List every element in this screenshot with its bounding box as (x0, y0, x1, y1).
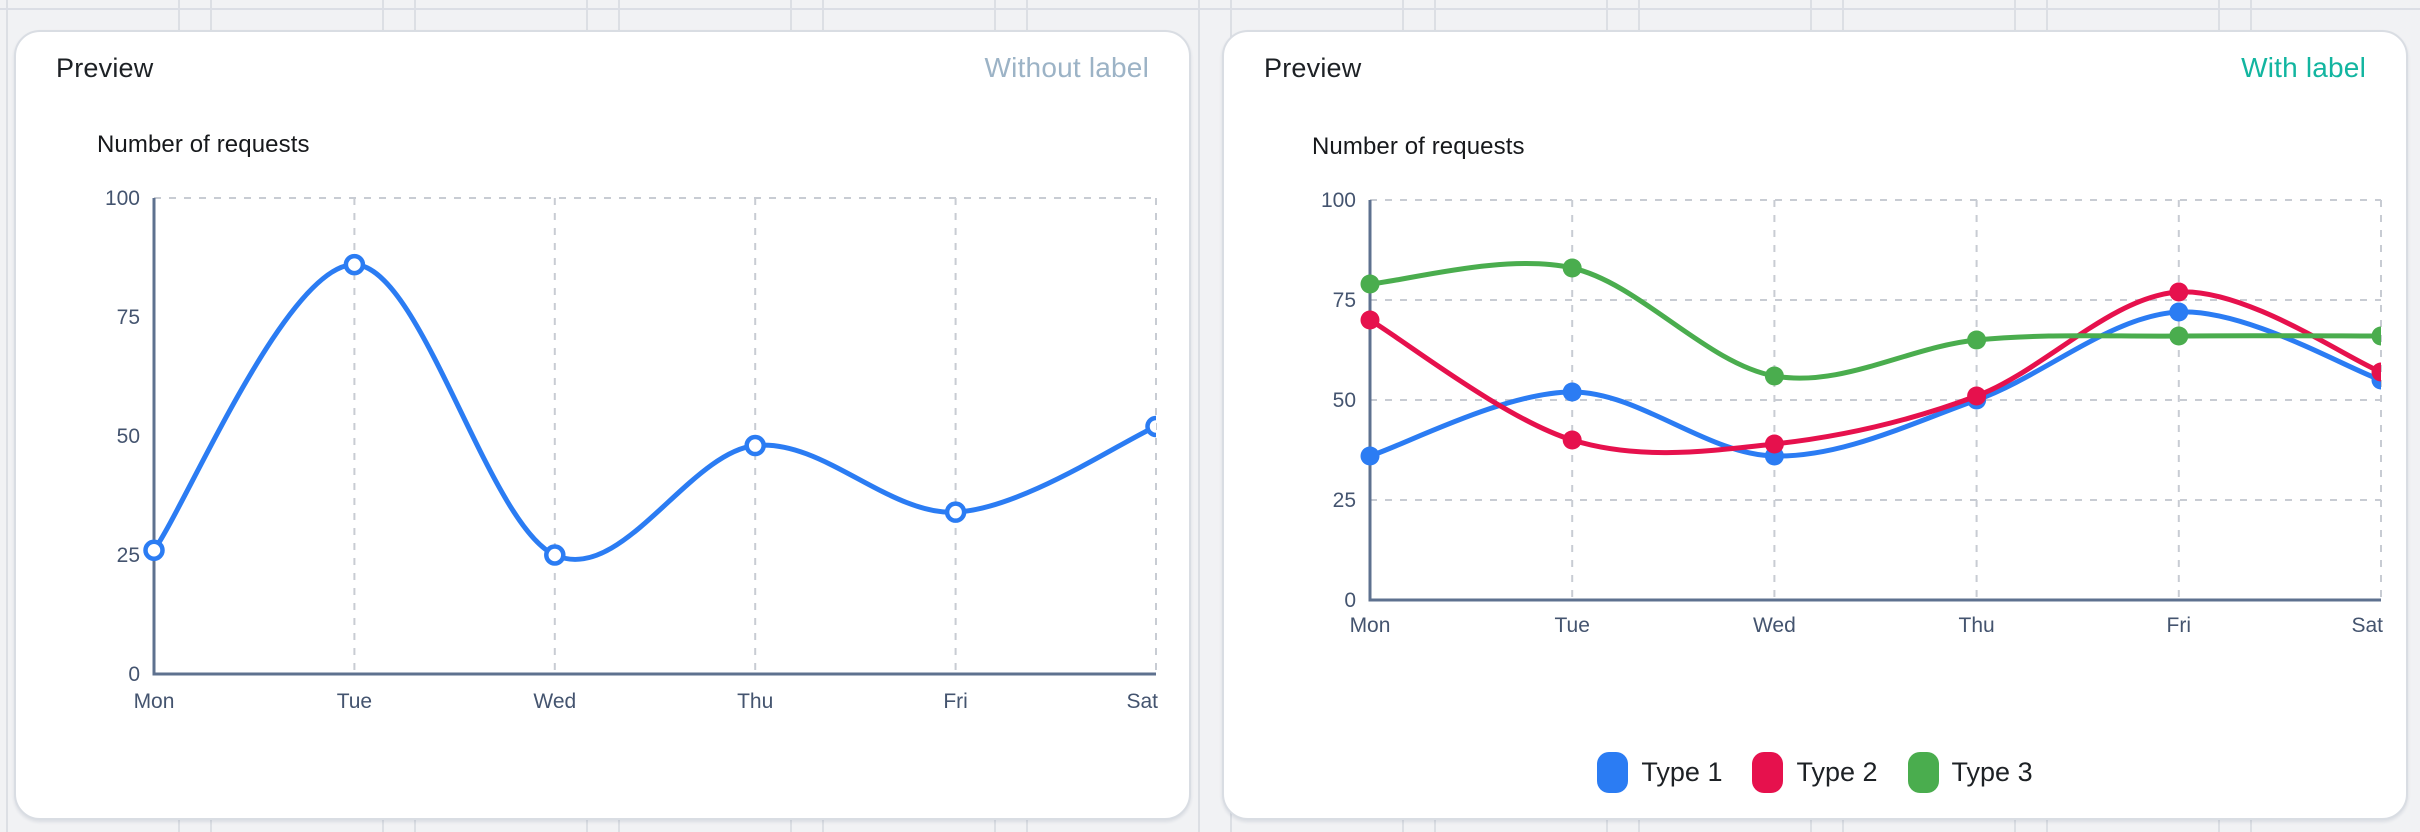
data-point-type-2-tue[interactable] (1562, 430, 1582, 450)
x-axis-tick-label: Tue (1554, 614, 1589, 637)
y-axis-tick-label: 0 (1344, 589, 1356, 612)
card-header: Preview With label (1264, 52, 2366, 84)
data-point-type-3-thu[interactable] (1967, 330, 1987, 350)
line-chart-without-label: 0 25 50 75 100 Mon Tue Wed Thu Fri Sat (105, 187, 1165, 713)
legend-label: Type 2 (1796, 756, 1878, 787)
chart-axes (1368, 200, 2381, 602)
x-axis-tick-label: Sat (2351, 614, 2383, 637)
chart-title: Number of requests (1312, 133, 1525, 160)
y-axis-tick-label: 50 (117, 425, 140, 448)
data-point-type-2-mon[interactable] (1360, 310, 1380, 330)
x-axis-tick-label: Tue (337, 690, 372, 713)
x-axis-tick-label: Thu (1959, 614, 1995, 637)
preview-card-without-label: Preview Without label Number of requests… (14, 30, 1191, 820)
legend-label: Type 3 (1951, 756, 2033, 787)
data-point-type-3-mon[interactable] (1360, 274, 1380, 294)
x-axis-tick-label: Thu (737, 690, 773, 713)
data-point-type-1-sat[interactable] (1145, 415, 1165, 438)
series-line-type-1 (1367, 309, 2381, 459)
x-axis-tick-label: Fri (2167, 614, 2192, 637)
data-point-type-1-fri[interactable] (944, 501, 967, 523)
y-axis-tick-label: 50 (1333, 389, 1356, 412)
card-header: Preview Without label (56, 52, 1149, 84)
data-point-type-2-wed[interactable] (1764, 434, 1784, 454)
x-axis-tick-label: Sat (1126, 690, 1158, 713)
x-axis-tick-label: Mon (134, 690, 175, 713)
data-point-type-1-tue[interactable] (343, 253, 366, 276)
y-axis-tick-label: 0 (128, 663, 140, 686)
legend-swatch (1752, 751, 1784, 793)
data-point-type-1-tue[interactable] (1562, 382, 1582, 402)
variant-label-without: Without label (984, 52, 1149, 83)
legend-label: Type 1 (1641, 756, 1723, 787)
y-axis-tick-label: 25 (1333, 489, 1356, 512)
series-line-type-3 (1367, 261, 2381, 381)
legend-swatch (1597, 751, 1629, 793)
chart-legend: Type 1 Type 2 Type 3 (1224, 746, 2406, 798)
y-axis-tick-label: 100 (105, 187, 140, 210)
series-line-type-1 (151, 262, 1156, 562)
data-point-type-2-thu[interactable] (1967, 386, 1987, 406)
legend-item-type-2[interactable]: Type 2 (1752, 751, 1878, 793)
y-axis-tick-label: 25 (117, 544, 140, 567)
card-title: Preview (1264, 53, 1362, 83)
data-point-type-3-tue[interactable] (1562, 258, 1582, 278)
card-title: Preview (56, 53, 154, 83)
y-axis-tick-label: 100 (1321, 189, 1356, 212)
data-point-type-2-sat[interactable] (2371, 362, 2391, 382)
data-point-type-2-fri[interactable] (2169, 282, 2189, 302)
data-point-type-1-fri[interactable] (2169, 302, 2189, 322)
chart-axes (152, 198, 1156, 676)
data-point-type-1-thu[interactable] (744, 434, 766, 457)
series-line-type-2 (1367, 289, 2381, 456)
data-point-type-1-mon[interactable] (1360, 446, 1380, 466)
x-axis-tick-label: Mon (1350, 614, 1391, 637)
legend-item-type-3[interactable]: Type 3 (1907, 751, 2033, 793)
data-point-type-1-mon[interactable] (143, 539, 165, 561)
data-point-type-3-sat[interactable] (2371, 326, 2391, 346)
x-axis-tick-label: Wed (533, 690, 576, 713)
legend-swatch (1907, 751, 1939, 793)
data-point-type-1-wed[interactable] (544, 544, 566, 566)
preview-card-with-label: Preview With label Number of requests 0 2… (1222, 30, 2408, 820)
y-axis-tick-label: 75 (1333, 289, 1356, 312)
line-chart-with-label: 0 25 50 75 100 Mon Tue Wed Thu Fri Sat (1321, 189, 2391, 637)
chart-title: Number of requests (97, 131, 310, 158)
legend-item-type-1[interactable]: Type 1 (1597, 751, 1723, 793)
data-point-type-3-wed[interactable] (1764, 366, 1784, 386)
data-point-type-3-fri[interactable] (2169, 326, 2189, 346)
y-axis-tick-label: 75 (117, 306, 140, 329)
x-axis-tick-label: Wed (1753, 614, 1796, 637)
variant-label-with: With label (2241, 52, 2366, 83)
x-axis-tick-label: Fri (943, 690, 968, 713)
